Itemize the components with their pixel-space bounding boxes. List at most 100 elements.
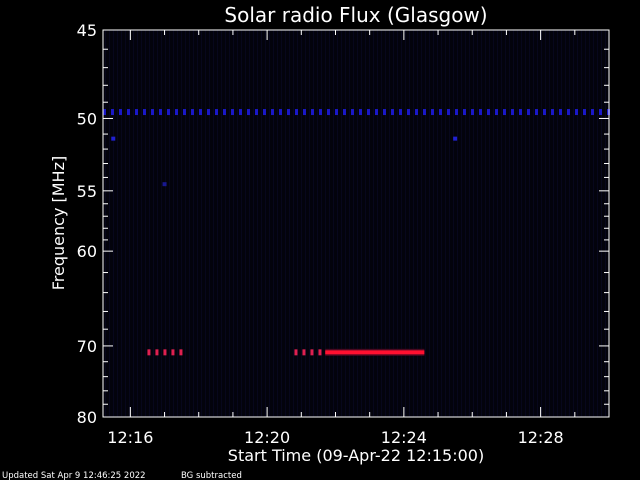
band-segment xyxy=(135,109,138,116)
band-segment xyxy=(231,109,234,116)
band-segment xyxy=(359,109,362,116)
band-segment xyxy=(399,109,402,116)
band-segment xyxy=(302,349,306,356)
feature-spot-5 xyxy=(453,136,458,141)
updated-timestamp: Updated Sat Apr 9 12:46:25 2022 xyxy=(2,471,146,480)
feature-band-2 xyxy=(294,349,322,356)
band-segment xyxy=(575,109,578,116)
band-segment xyxy=(311,109,314,116)
band-segment xyxy=(591,109,594,116)
band-segment xyxy=(383,109,386,116)
band-segment xyxy=(351,109,354,116)
band-segment xyxy=(447,109,450,116)
band-segment xyxy=(279,109,282,116)
band-segment xyxy=(527,109,530,116)
band-segment xyxy=(103,109,106,116)
band-segment xyxy=(567,109,570,116)
band-segment xyxy=(319,109,322,116)
feature-band-1 xyxy=(147,349,183,356)
feature-band-3 xyxy=(325,350,425,355)
band-segment xyxy=(171,349,175,356)
band-segment xyxy=(255,109,258,116)
band-segment xyxy=(239,109,242,116)
band-segment xyxy=(223,109,226,116)
emission-features xyxy=(103,109,610,356)
band-segment xyxy=(295,109,298,116)
band-segment xyxy=(583,109,586,116)
band-segment xyxy=(471,109,474,116)
band-segment xyxy=(559,109,562,116)
band-segment xyxy=(335,109,338,116)
band-segment xyxy=(503,109,506,116)
x-tick-label: 12:16 xyxy=(107,428,153,447)
band-segment xyxy=(215,109,218,116)
bg-subtracted-note: BG subtracted xyxy=(181,471,242,480)
band-segment xyxy=(167,109,170,116)
band-segment xyxy=(551,109,554,116)
band-segment xyxy=(479,109,482,116)
band-segment xyxy=(391,109,394,116)
band-segment xyxy=(511,109,514,116)
band-segment xyxy=(519,109,522,116)
band-segment xyxy=(127,109,130,116)
y-axis-label: Frequency [MHz] xyxy=(49,156,68,290)
band-segment xyxy=(263,109,266,116)
band-segment xyxy=(599,109,602,116)
band-segment xyxy=(367,109,370,116)
band-segment xyxy=(111,109,114,116)
band-segment xyxy=(175,109,178,116)
band-segment xyxy=(271,109,274,116)
band-segment xyxy=(199,109,202,116)
band-segment xyxy=(327,109,330,116)
feature-band-0 xyxy=(103,109,610,116)
band-segment xyxy=(287,109,290,116)
band-segment xyxy=(407,109,410,116)
band-segment xyxy=(543,109,546,116)
band-segment xyxy=(310,349,314,356)
x-tick-label: 12:28 xyxy=(518,428,564,447)
band-segment xyxy=(318,349,322,356)
band-segment xyxy=(455,109,458,116)
plot-background xyxy=(103,30,609,417)
band-segment xyxy=(343,109,346,116)
chart-title: Solar radio Flux (Glasgow) xyxy=(224,3,487,27)
band-segment xyxy=(535,109,538,116)
band-segment xyxy=(151,109,154,116)
band-segment xyxy=(415,109,418,116)
band-segment xyxy=(439,109,442,116)
band-segment xyxy=(179,349,183,356)
y-tick-label: 60 xyxy=(77,242,97,261)
axis-tick-labels: 12:16 12:20 12:24 12:28 45 50 55 60 70 80 xyxy=(77,21,564,447)
band-segment xyxy=(375,109,378,116)
band-segment xyxy=(163,349,167,356)
band-segment xyxy=(423,109,426,116)
x-tick-label: 12:24 xyxy=(381,428,427,447)
band-segment xyxy=(183,109,186,116)
y-tick-label: 80 xyxy=(77,408,97,427)
band-segment xyxy=(495,109,498,116)
band-segment xyxy=(303,109,306,116)
band-segment xyxy=(247,109,250,116)
band-segment xyxy=(119,109,122,116)
feature-spot-4 xyxy=(111,136,116,141)
axis-ticks xyxy=(103,29,610,418)
y-tick-label: 70 xyxy=(77,337,97,356)
band-segment xyxy=(147,349,151,356)
band-segment xyxy=(191,109,194,116)
band-segment xyxy=(463,109,466,116)
band-segment xyxy=(159,109,162,116)
x-tick-label: 12:20 xyxy=(244,428,290,447)
band-segment xyxy=(487,109,490,116)
band-segment xyxy=(431,109,434,116)
y-tick-label: 50 xyxy=(77,109,97,128)
y-tick-label: 45 xyxy=(77,21,97,40)
plot-frame xyxy=(102,29,610,418)
y-tick-label: 55 xyxy=(77,182,97,201)
band-segment xyxy=(155,349,159,356)
band-segment xyxy=(294,349,298,356)
band-segment xyxy=(143,109,146,116)
x-axis-label: Start Time (09-Apr-22 12:15:00) xyxy=(228,446,484,465)
band-segment xyxy=(207,109,210,116)
feature-spot-6 xyxy=(162,182,167,187)
